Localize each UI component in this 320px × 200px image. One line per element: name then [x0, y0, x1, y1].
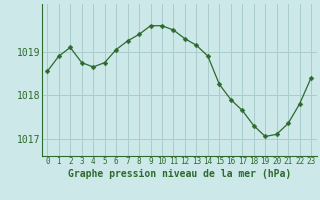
X-axis label: Graphe pression niveau de la mer (hPa): Graphe pression niveau de la mer (hPa) — [68, 169, 291, 179]
